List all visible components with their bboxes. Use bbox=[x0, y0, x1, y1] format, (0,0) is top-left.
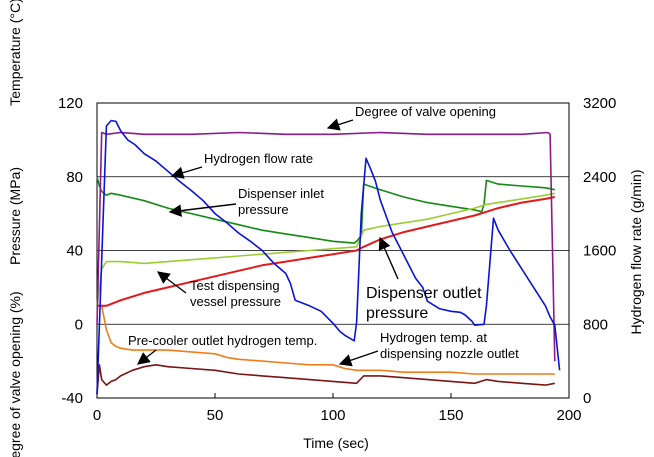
tick-labels: 0 50 100 150 200 -40 0 40 80 120 0 800 1600 2400 3200 bbox=[58, 95, 616, 424]
annotation-line: Pre-cooler outlet hydrogen temp. bbox=[128, 333, 317, 348]
y-right-tick-label: 0 bbox=[583, 390, 591, 407]
x-tick-label: 200 bbox=[556, 407, 581, 424]
axis-titles: Time (sec) Temperature (°C) Pressure (MPa)… bbox=[7, 0, 644, 457]
y-right-axis-title: Hydrogen flow rate (g/min) bbox=[628, 170, 644, 335]
annotation-line: vessel pressure bbox=[190, 294, 281, 309]
annotation-arrow bbox=[170, 166, 203, 179]
annotation-line: pressure bbox=[366, 305, 428, 322]
y-right-tick-label: 3200 bbox=[583, 95, 616, 112]
annotation-arrow bbox=[326, 118, 354, 131]
annotation-line: dispensing nozzle outlet bbox=[380, 346, 519, 361]
annotation-arrow bbox=[156, 271, 187, 294]
series-line-inlet bbox=[96, 176, 555, 244]
annotation-line: pressure bbox=[238, 202, 289, 217]
annotation-line: Test dispensing bbox=[190, 278, 280, 293]
series-line-nozzle bbox=[96, 363, 555, 395]
annotation-arrow bbox=[338, 350, 379, 367]
y-left-tick-label: 120 bbox=[58, 95, 83, 112]
series-line-valve bbox=[96, 131, 556, 362]
x-tick-label: 50 bbox=[207, 407, 224, 424]
y-left-axis-title: Pressure (MPa) bbox=[7, 167, 23, 265]
y-left-axis-title: egree of valve opening (%) bbox=[7, 291, 23, 457]
annotation-line: Hydrogen temp. at bbox=[380, 330, 487, 345]
series-lines bbox=[96, 119, 561, 395]
series-line-flow bbox=[96, 119, 561, 394]
x-tick-label: 0 bbox=[93, 407, 101, 424]
gridlines bbox=[97, 176, 569, 325]
annotation-label: Test dispensing vessel pressure bbox=[190, 278, 281, 309]
annotation-label: Hydrogen flow rate bbox=[204, 151, 313, 166]
annotation-line: Degree of valve opening bbox=[355, 104, 496, 119]
series-line-vessel bbox=[97, 196, 555, 307]
annotation-line: Hydrogen flow rate bbox=[204, 151, 313, 166]
y-right-tick-label: 800 bbox=[583, 316, 608, 333]
annotation-arrow bbox=[378, 236, 399, 280]
y-right-tick-label: 2400 bbox=[583, 169, 616, 186]
x-tick-label: 150 bbox=[438, 407, 463, 424]
annotation-label: Dispenser outlet pressure bbox=[366, 285, 482, 322]
y-left-tick-label: 0 bbox=[75, 316, 83, 333]
y-left-tick-label: -40 bbox=[61, 390, 83, 407]
y-right-tick-label: 1600 bbox=[583, 243, 616, 260]
y-left-tick-label: 40 bbox=[66, 243, 83, 260]
annotation-arrow bbox=[137, 349, 157, 365]
y-left-axis-title: Temperature (°C) bbox=[7, 0, 23, 106]
annotation-label: Hydrogen temp. at dispensing nozzle outle… bbox=[380, 330, 519, 361]
x-axis-title: Time (sec) bbox=[303, 435, 369, 451]
annotation-label: Degree of valve opening bbox=[355, 104, 496, 119]
y-left-tick-label: 80 bbox=[66, 169, 83, 186]
annotation-label: Pre-cooler outlet hydrogen temp. bbox=[128, 333, 317, 348]
annotation-label: Dispenser inlet pressure bbox=[238, 186, 324, 217]
annotation-line: Dispenser inlet bbox=[238, 186, 324, 201]
annotations: Degree of valve opening Hydrogen flow rat… bbox=[128, 104, 519, 367]
annotation-arrow bbox=[168, 203, 237, 217]
x-tick-label: 100 bbox=[320, 407, 345, 424]
series-line-precooler bbox=[97, 304, 555, 375]
series-line-outlet bbox=[96, 192, 555, 306]
annotation-line: Dispenser outlet bbox=[366, 285, 482, 302]
